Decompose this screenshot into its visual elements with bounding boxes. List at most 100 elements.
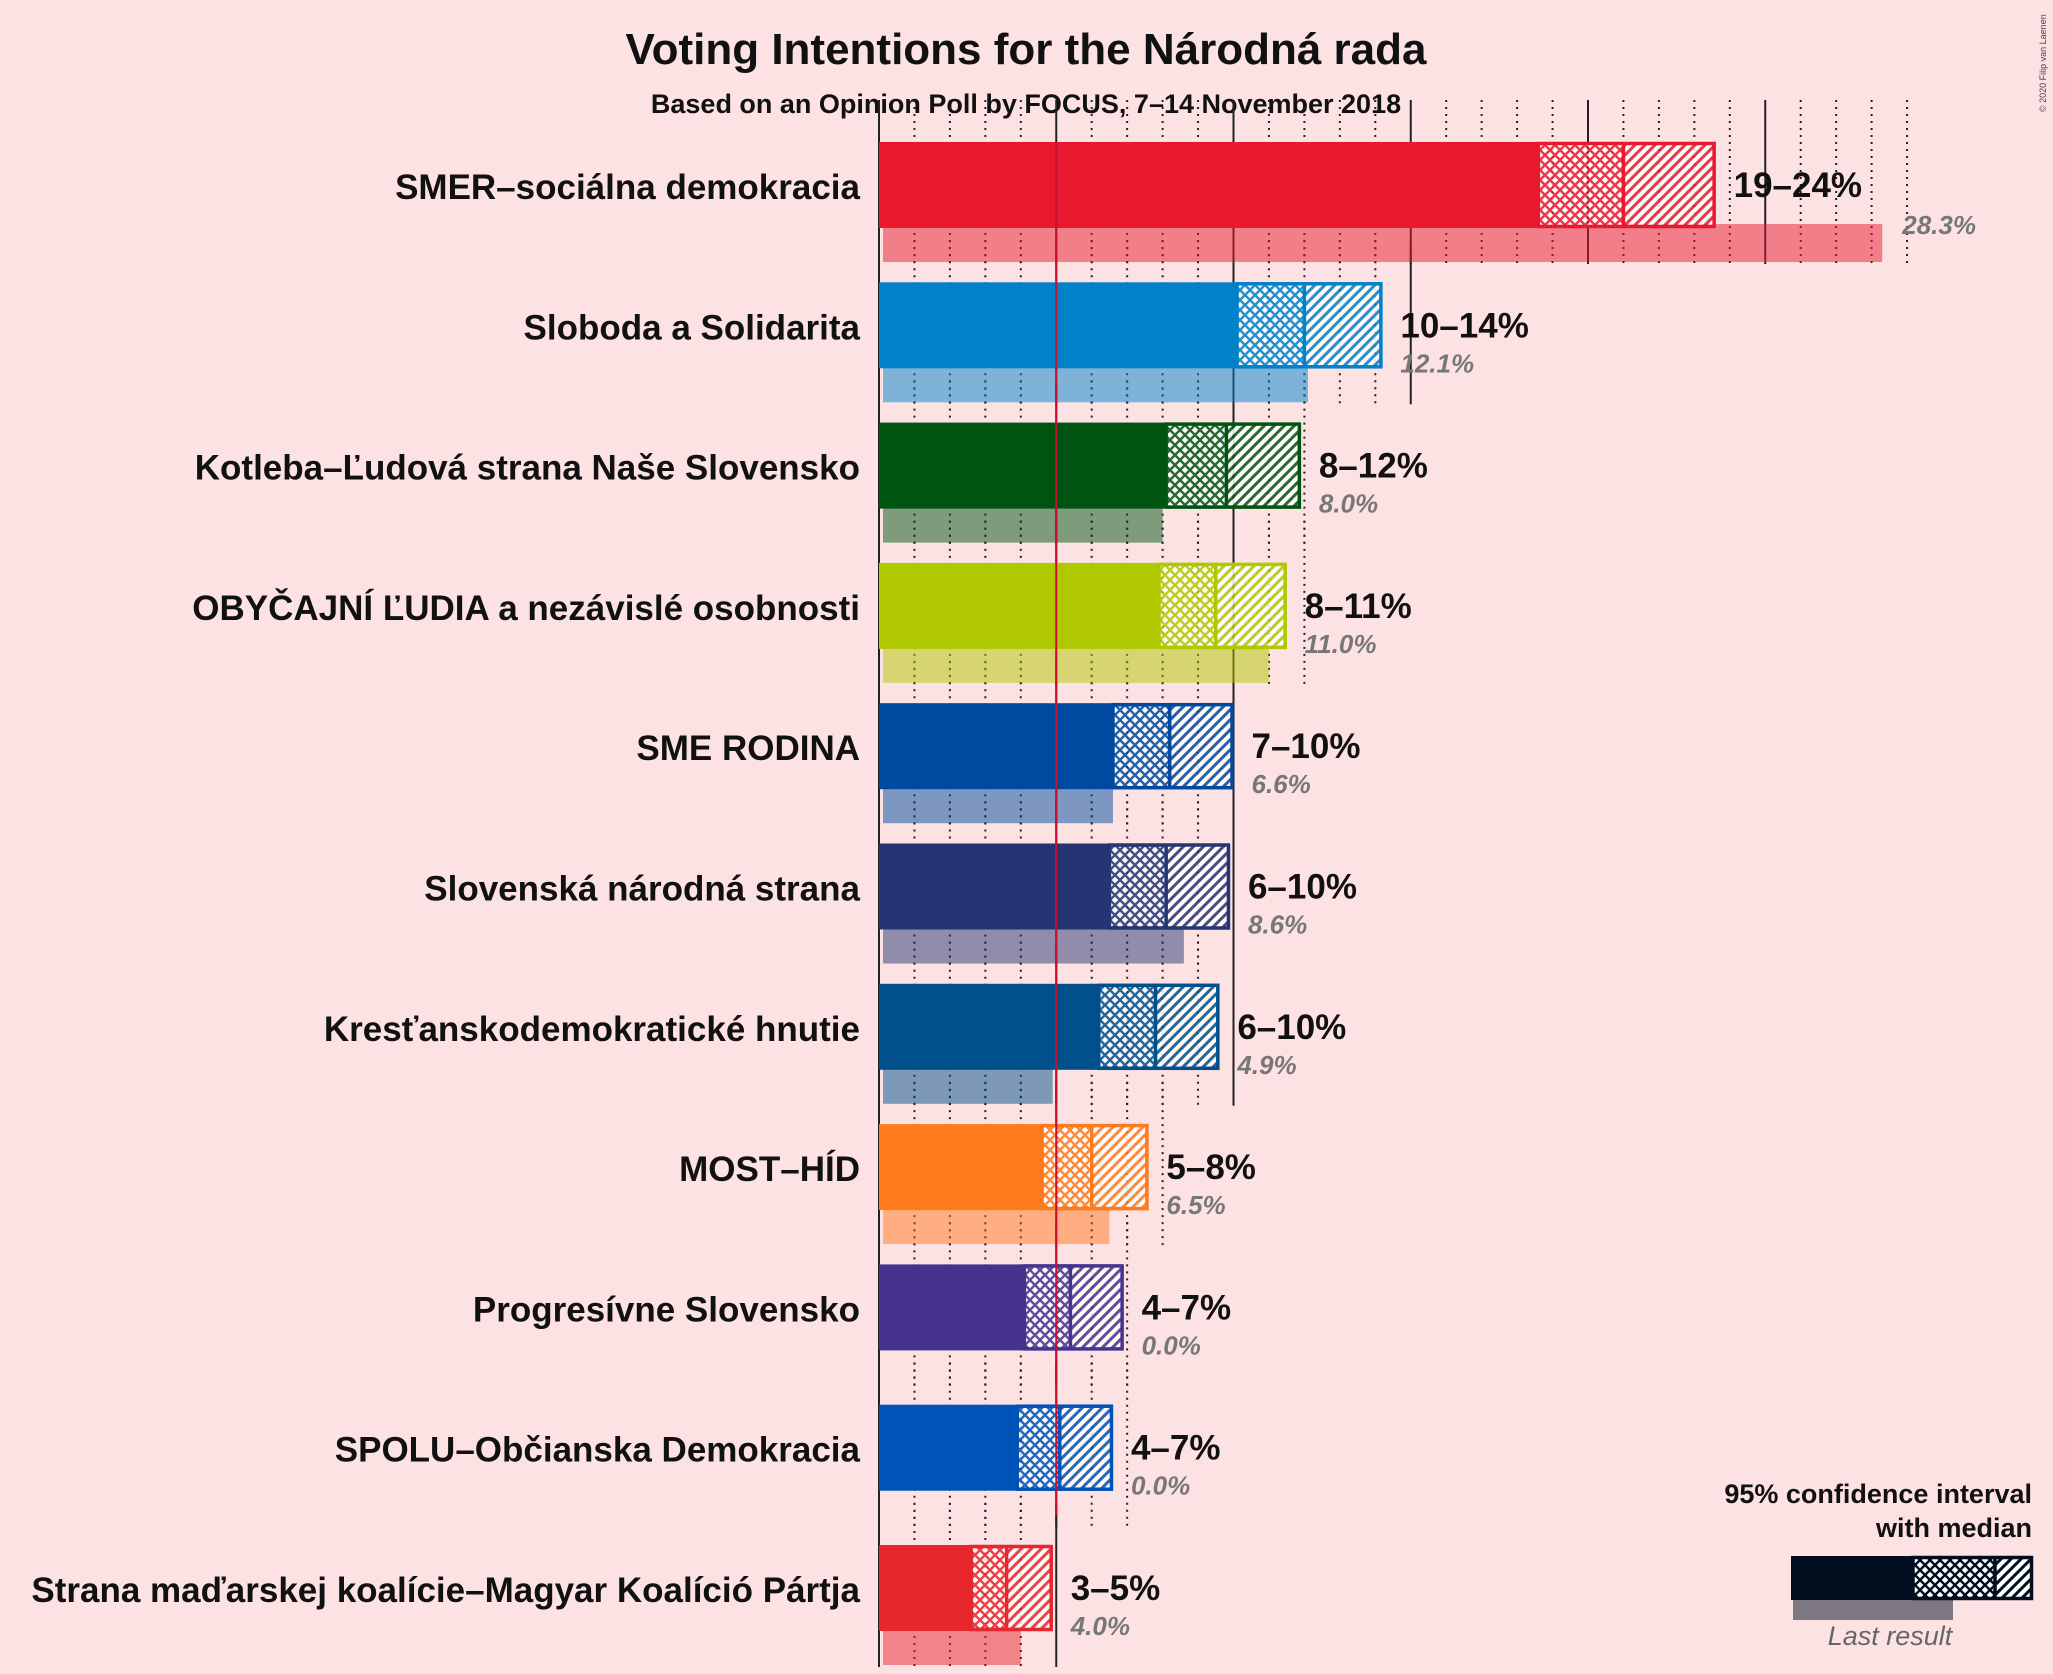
last-result-label: 0.0% [1131,1471,1190,1501]
ci-lower-half [1538,142,1624,228]
party-label: Progresívne Slovensko [473,1290,860,1329]
last-result-bar [883,1206,1110,1245]
ci-upper-half [1166,843,1230,930]
copyright-note: © 2020 Filip van Laenen [2038,14,2048,112]
range-label: 3–5% [1071,1569,1161,1608]
ci-upper-half [1304,282,1383,369]
range-label: 6–10% [1248,868,1357,907]
party-label: OBYČAJNÍ ĽUDIA a nezávislé osobnosti [192,588,860,628]
last-result-bar [883,644,1269,683]
ci-upper-half [1006,1545,1053,1631]
last-result-label: 28.3% [1901,210,1976,240]
last-result-label: 8.0% [1319,489,1378,519]
last-result-label: 0.0% [1142,1330,1201,1360]
party-label: SMER–sociálna demokracia [395,168,860,207]
last-result-label: 4.0% [1070,1611,1130,1641]
ci-upper-half [1059,1404,1113,1491]
legend-last-result-label: Last result [1828,1621,1954,1651]
legend-cross-hatch [1913,1556,1995,1600]
ci-outline [1015,1404,1114,1491]
last-result-label: 4.9% [1236,1050,1296,1080]
party-label: MOST–HÍD [679,1149,860,1189]
ci-low-bar [879,1404,1018,1491]
range-label: 19–24% [1734,166,1862,205]
legend-diagonal-hatch [1995,1556,2033,1600]
last-result-bar [883,504,1163,543]
ci-low-bar [879,1124,1043,1211]
legend-ci-label-1: 95% confidence interval [1724,1479,2032,1509]
ci-outline [1164,422,1302,509]
last-result-bar [883,785,1113,824]
last-result-label: 6.6% [1252,769,1311,799]
ci-lower-half [1109,843,1167,930]
ci-low-bar [879,843,1110,930]
ci-low-bar [879,142,1539,228]
legend-outline [1911,1555,2034,1601]
ci-lower-half [1112,703,1170,790]
range-label: 5–8% [1166,1148,1256,1187]
last-result-bar [883,1627,1021,1665]
range-label: 8–12% [1319,447,1428,486]
last-result-bar [883,925,1184,964]
ci-lower-half [971,1545,1007,1631]
ci-low-bar [879,1545,972,1631]
ci-low-bar [879,983,1099,1070]
ci-lower-half [1166,422,1227,509]
last-result-bar [883,224,1883,262]
range-label: 6–10% [1237,1008,1346,1047]
legend-solid-bar [1791,1556,1913,1600]
ci-upper-half [1091,1124,1149,1211]
ci-outline [1040,1123,1149,1211]
ci-outline [1157,562,1287,650]
ci-upper-half [1226,422,1301,509]
last-result-label: 8.6% [1248,910,1307,940]
party-label: Kresťanskodemokratické hnutie [324,1010,860,1049]
legend: 95% confidence interval with median Last… [1724,1479,2034,1651]
ci-upper-half [1070,1264,1124,1351]
ci-low-bar [879,282,1238,369]
ci-upper-half [1155,983,1220,1070]
legend-swatch [1791,1555,2034,1620]
ci-low-bar [879,703,1113,790]
party-label: SPOLU–Občianska Demokracia [335,1431,861,1470]
range-label: 10–14% [1400,306,1528,345]
ci-outline [1022,1264,1124,1351]
ci-upper-half [1623,142,1716,228]
legend-ci-label-2: with median [1875,1513,2032,1543]
last-result-label: 6.5% [1166,1190,1225,1220]
last-result-bar [883,1065,1053,1104]
ci-lower-half [1042,1124,1092,1211]
range-label: 4–7% [1142,1288,1232,1327]
party-label: Sloboda a Solidarita [524,308,861,347]
last-result-label: 12.1% [1400,348,1474,378]
chart-title: Voting Intentions for the Národná rada [626,25,1428,74]
party-label: SME RODINA [636,729,860,768]
ci-lower-half [1159,562,1216,649]
range-label: 4–7% [1131,1429,1221,1468]
last-result-bar [883,364,1308,403]
ci-outline [969,1544,1053,1632]
last-result-label: 11.0% [1305,629,1377,659]
ci-upper-half [1215,562,1287,649]
ci-outline [1111,702,1234,790]
range-label: 7–10% [1252,727,1361,766]
party-label: Kotleba–Ľudová strana Naše Slovensko [195,449,860,488]
ci-lower-half [1024,1264,1071,1351]
ci-outline [1107,843,1231,930]
ci-outline [1097,983,1220,1071]
chart-subtitle: Based on an Opinion Poll by FOCUS, 7–14 … [651,89,1401,119]
range-label: 8–11% [1305,587,1412,626]
ci-low-bar [879,562,1160,649]
ci-low-bar [879,422,1167,509]
ci-upper-half [1169,703,1234,790]
ci-low-bar [879,1264,1025,1351]
party-label: Slovenská národná strana [424,870,860,909]
ci-lower-half [1237,282,1305,369]
party-label: Strana maďarskej koalície–Magyar Koalíci… [31,1571,860,1610]
ci-lower-half [1098,983,1156,1070]
ci-outline [1536,141,1716,229]
ci-lower-half [1017,1404,1060,1491]
ci-outline [1235,282,1383,369]
bars: SMER–sociálna demokracia 19–24% 28.3% Slobo… [31,141,1976,1665]
